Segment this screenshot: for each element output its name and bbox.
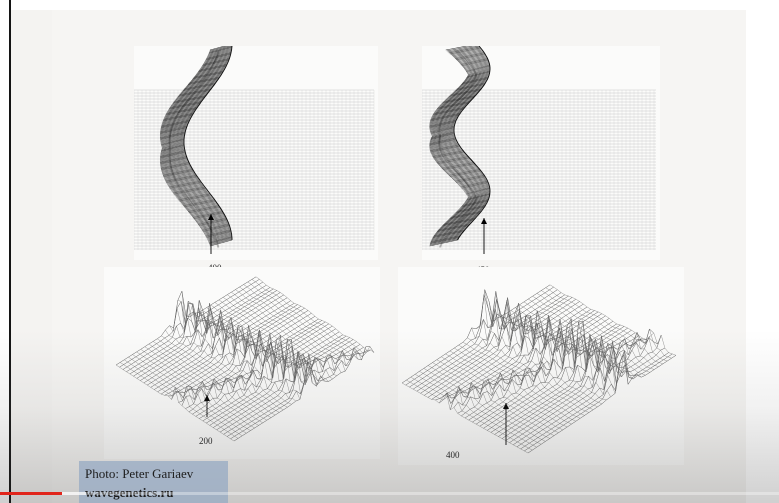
video-top-edge <box>11 0 746 10</box>
wireframe-plot-top-left <box>134 46 378 260</box>
peak-arrow-head <box>204 395 210 401</box>
video-right-edge <box>746 0 779 503</box>
photo-credit-overlay: Photo: Peter Gariaev wavegenetics.ru <box>79 461 228 503</box>
presentation-slide: 400 450 200 400 <box>52 10 746 503</box>
wave-ridge <box>453 46 491 241</box>
peak-arrow-head <box>503 403 509 409</box>
video-progress-bar[interactable] <box>0 492 779 495</box>
photo-credit-text: Photo: Peter Gariaev <box>85 466 194 481</box>
plot-label-bottom-left: 200 <box>199 436 213 446</box>
wave-ridge <box>183 46 233 240</box>
video-left-edge <box>0 0 11 503</box>
website-text: wavegenetics.ru <box>85 485 174 500</box>
peak-arrow-head <box>481 218 487 224</box>
plot-label-bottom-right: 400 <box>446 450 460 460</box>
surface-plot-bottom-right <box>398 267 684 465</box>
video-played-bar <box>0 492 63 495</box>
surface-plot-bottom-left <box>104 267 380 459</box>
wireframe-plot-top-right <box>422 46 660 260</box>
peak-arrow-head <box>208 214 214 220</box>
